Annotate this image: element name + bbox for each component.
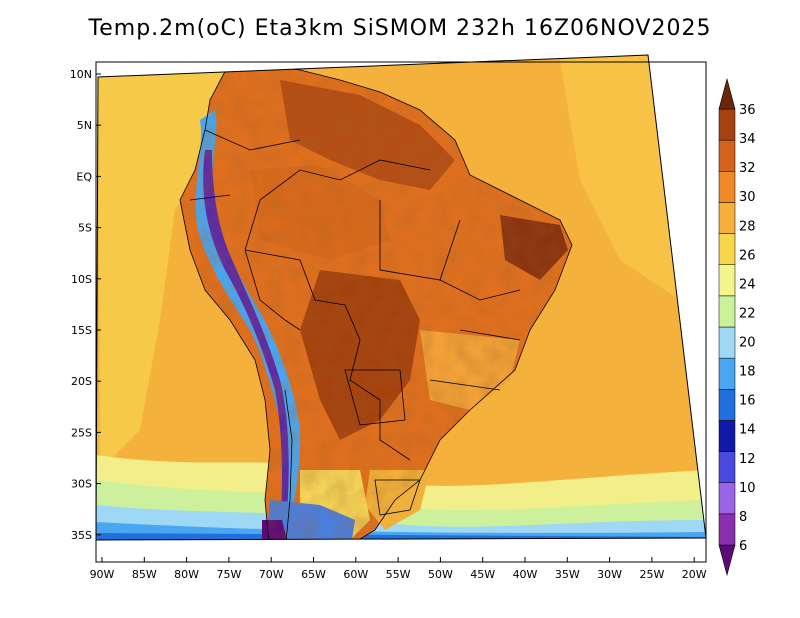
colorbar-label: 26 <box>739 248 756 263</box>
map-title: Temp.2m(oC) Eta3km SiSMOM 232h 16Z06NOV2… <box>88 16 712 41</box>
atlantic-east-warm <box>560 55 680 300</box>
colorbar-label: 28 <box>739 219 756 234</box>
longitude-axis: 90W 85W 80W 75W 70W 65W 60W 55W 50W 45W 40W 35W 30W 2… <box>90 557 707 581</box>
lon-tick-label: 60W <box>343 568 368 581</box>
colorbar-bin <box>718 171 736 203</box>
colorbar-bin <box>718 233 736 265</box>
colorbar-bin <box>718 482 736 515</box>
lon-tick-label: 50W <box>428 568 453 581</box>
lon-tick-label: 35W <box>555 568 580 581</box>
colorbar-bin <box>718 202 736 234</box>
border-states-1 <box>379 200 461 281</box>
lat-tick-label: 10N <box>70 68 92 81</box>
lat-tick-label: 30S <box>71 478 92 491</box>
axes-frame <box>95 61 707 563</box>
colorbar-bin <box>718 264 736 297</box>
border-states-3 <box>429 329 521 391</box>
lon-tick-label: 85W <box>132 568 157 581</box>
colorbar-bin <box>718 451 736 483</box>
colorbar-label: 36 <box>739 103 756 118</box>
lon-tick-label: 90W <box>90 568 115 581</box>
colorbar-label: 16 <box>739 394 756 409</box>
lon-tick-label: 55W <box>386 568 411 581</box>
lon-tick-label: 80W <box>174 568 199 581</box>
lat-tick-label: EQ <box>76 170 92 183</box>
lat-tick-label: 20S <box>71 375 92 388</box>
colorbar-label: 22 <box>739 306 756 321</box>
colorbar-bin <box>718 420 736 452</box>
colorbar-triangle-low <box>718 544 736 577</box>
lat-tick-label: 15S <box>71 324 92 337</box>
lon-tick-label: 75W <box>216 568 241 581</box>
lon-tick-label: 30W <box>597 568 622 581</box>
border-brazil-north <box>244 159 431 251</box>
colorbar-label: 30 <box>739 190 756 205</box>
border-brazil-west <box>244 249 411 461</box>
land-texture <box>180 62 572 540</box>
colorbar-triangle-high <box>718 77 736 110</box>
lat-tick-label: 5N <box>77 119 92 132</box>
border-ecuador <box>189 194 231 201</box>
colorbar-label: 8 <box>739 510 747 525</box>
border-uruguay <box>374 479 421 516</box>
colorbar-bin <box>718 389 736 421</box>
border-colombia <box>204 129 301 151</box>
colorbar-label: 10 <box>739 481 756 496</box>
colorbar-label: 14 <box>739 423 756 438</box>
lat-tick-label: 35S <box>71 529 92 542</box>
colorbar-label: 20 <box>739 336 756 351</box>
border-chile-argentina <box>284 389 293 540</box>
lat-tick-label: 25S <box>71 426 92 439</box>
colorbar-bin <box>718 295 736 328</box>
lon-tick-label: 70W <box>259 568 284 581</box>
temperature-field <box>96 55 706 540</box>
lat-tick-label: 10S <box>71 273 92 286</box>
colorbar-bin <box>718 357 736 390</box>
colorbar-bin <box>718 326 736 359</box>
colorbar-bin <box>718 513 736 546</box>
lon-tick-label: 45W <box>470 568 495 581</box>
lon-tick-label: 20W <box>682 568 707 581</box>
pacific-north-cool <box>98 68 300 470</box>
border-states-2 <box>439 279 521 301</box>
lon-tick-label: 25W <box>639 568 664 581</box>
coastline <box>179 61 573 540</box>
colorbar-label: 18 <box>739 365 756 380</box>
borders <box>179 61 573 540</box>
lon-tick-label: 65W <box>301 568 326 581</box>
colorbar-label: 6 <box>739 539 747 554</box>
colorbar: 6 8 10 12 14 16 18 20 22 24 26 28 30 32 34 36 <box>718 77 756 577</box>
lon-tick-label: 40W <box>513 568 538 581</box>
colorbar-bin <box>718 108 736 141</box>
colorbar-label: 24 <box>739 277 756 292</box>
latitude-axis: 10N 5N EQ 5S 10S 15S 20S 25S 30S 35S <box>70 68 101 542</box>
colorbar-bin <box>718 139 736 172</box>
colorbar-label: 34 <box>739 132 756 147</box>
lat-tick-label: 5S <box>78 222 92 235</box>
colorbar-label: 12 <box>739 452 756 467</box>
border-peru-bolivia <box>244 249 301 331</box>
colorbar-label: 32 <box>739 161 756 176</box>
border-paraguay <box>344 369 406 426</box>
